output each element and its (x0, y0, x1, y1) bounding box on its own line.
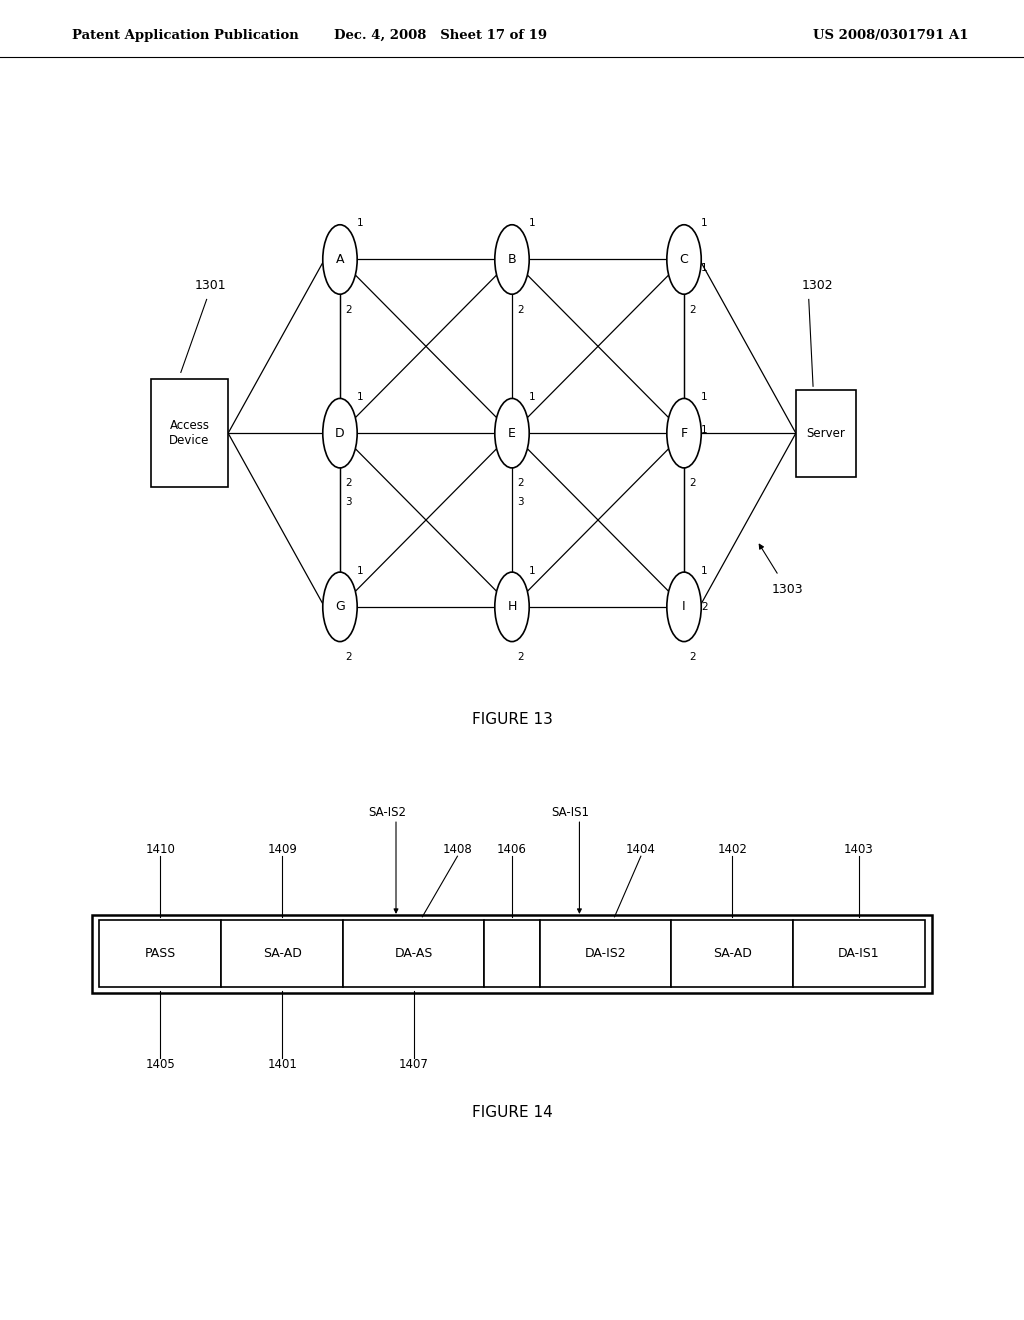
Text: SA-AD: SA-AD (713, 948, 752, 961)
Text: SA-AD: SA-AD (263, 948, 302, 961)
Text: 1: 1 (701, 565, 708, 576)
Text: 1: 1 (701, 392, 708, 401)
Text: A: A (336, 253, 344, 267)
Text: 1405: 1405 (145, 1059, 175, 1071)
Text: FIGURE 13: FIGURE 13 (472, 713, 552, 727)
Text: B: B (508, 253, 516, 267)
Text: 2: 2 (689, 305, 696, 314)
Text: G: G (335, 601, 345, 614)
Text: 1: 1 (357, 392, 364, 401)
Text: 2: 2 (345, 305, 352, 314)
Bar (540, 920, 672, 987)
Text: Server: Server (807, 426, 846, 440)
Bar (343, 920, 484, 987)
Text: 1: 1 (357, 218, 364, 228)
Text: F: F (681, 426, 687, 440)
Bar (92, 915, 932, 993)
Text: 2: 2 (517, 305, 524, 314)
Text: 1407: 1407 (398, 1059, 428, 1071)
Circle shape (323, 399, 357, 467)
Text: 1409: 1409 (267, 843, 297, 857)
Circle shape (667, 224, 701, 294)
Circle shape (323, 572, 357, 642)
Text: 2: 2 (517, 652, 524, 663)
Bar (794, 920, 925, 987)
Text: 1406: 1406 (497, 843, 527, 857)
Text: 1301: 1301 (196, 279, 226, 292)
Bar (151, 379, 228, 487)
Text: DA-IS1: DA-IS1 (838, 948, 880, 961)
Text: 3: 3 (345, 498, 352, 507)
Circle shape (667, 399, 701, 467)
Text: 2: 2 (689, 478, 696, 488)
Text: FIGURE 14: FIGURE 14 (472, 1105, 552, 1121)
Text: 1302: 1302 (802, 279, 834, 292)
Text: 1: 1 (529, 565, 536, 576)
Text: 2: 2 (701, 602, 708, 612)
Text: DA-IS2: DA-IS2 (585, 948, 627, 961)
Text: 1: 1 (701, 263, 708, 273)
Text: Access
Device: Access Device (169, 420, 210, 447)
Text: 1404: 1404 (626, 843, 655, 857)
Bar (672, 920, 794, 987)
Text: DA-AS: DA-AS (394, 948, 433, 961)
Text: 1: 1 (529, 218, 536, 228)
Circle shape (495, 224, 529, 294)
Text: 1401: 1401 (267, 1059, 297, 1071)
Text: 1303: 1303 (771, 583, 803, 597)
Text: SA-IS1: SA-IS1 (552, 807, 590, 820)
Text: 1: 1 (357, 565, 364, 576)
Text: 1403: 1403 (844, 843, 873, 857)
Text: 1402: 1402 (718, 843, 748, 857)
Text: 2: 2 (345, 652, 352, 663)
Text: 3: 3 (517, 498, 524, 507)
Bar (484, 920, 540, 987)
Text: 1408: 1408 (442, 843, 472, 857)
Text: H: H (507, 601, 517, 614)
Text: 1: 1 (701, 218, 708, 228)
Bar (99, 920, 221, 987)
Text: 1410: 1410 (145, 843, 175, 857)
Text: I: I (682, 601, 686, 614)
Circle shape (495, 399, 529, 467)
Bar (221, 920, 343, 987)
Bar (796, 389, 856, 477)
Text: Patent Application Publication: Patent Application Publication (72, 29, 298, 42)
Text: C: C (680, 253, 688, 267)
Circle shape (323, 224, 357, 294)
Text: E: E (508, 426, 516, 440)
Text: 2: 2 (345, 478, 352, 488)
Text: PASS: PASS (144, 948, 176, 961)
Circle shape (495, 572, 529, 642)
Text: 2: 2 (517, 478, 524, 488)
Text: 1: 1 (701, 425, 708, 434)
Text: 1: 1 (529, 392, 536, 401)
Text: Dec. 4, 2008   Sheet 17 of 19: Dec. 4, 2008 Sheet 17 of 19 (334, 29, 547, 42)
Text: D: D (335, 426, 345, 440)
Text: SA-IS2: SA-IS2 (369, 807, 407, 820)
Text: 2: 2 (689, 652, 696, 663)
Circle shape (667, 572, 701, 642)
Text: US 2008/0301791 A1: US 2008/0301791 A1 (813, 29, 969, 42)
